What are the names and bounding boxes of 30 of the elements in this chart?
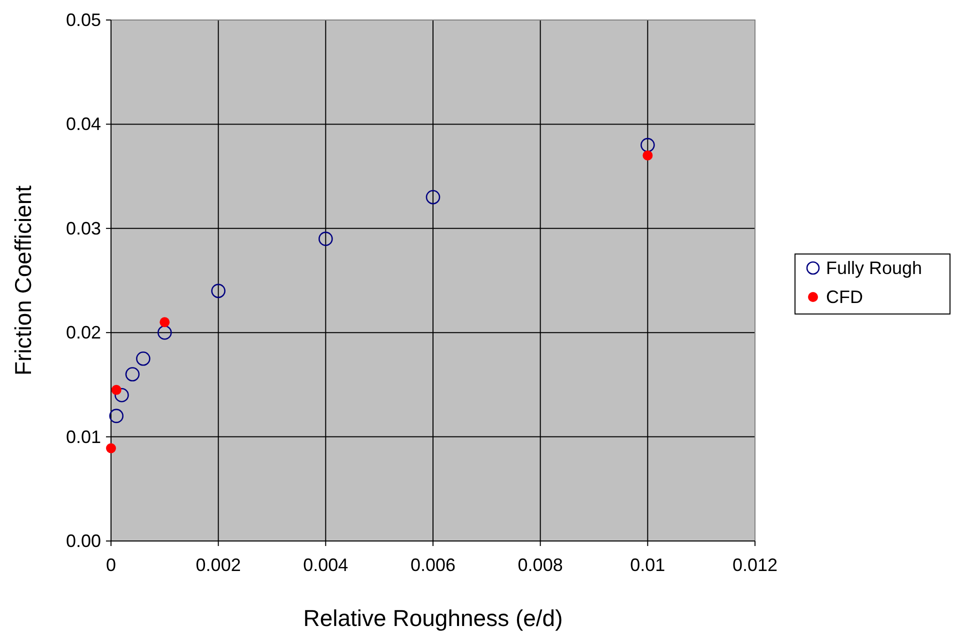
x-tick-label: 0	[106, 555, 116, 575]
legend-label: CFD	[826, 287, 863, 307]
point	[642, 150, 653, 160]
point	[426, 190, 440, 204]
point	[160, 317, 170, 328]
x-axis-title: Relative Roughness (e/d)	[303, 605, 563, 631]
x-tick-label: 0.002	[196, 555, 241, 575]
point	[111, 384, 122, 395]
point	[125, 367, 140, 382]
y-tick-label: 0.05	[66, 10, 101, 30]
y-tick-label: 0.02	[66, 322, 101, 343]
legend-label: Fully Rough	[826, 258, 922, 278]
x-tick-label: 0.008	[518, 555, 563, 575]
y-axis-title: Friction Coefficient	[10, 184, 36, 376]
point	[640, 138, 655, 152]
point	[318, 232, 333, 246]
x-tick-label: 0.012	[732, 555, 778, 575]
y-tick-label: 0.00	[66, 531, 101, 551]
point	[211, 284, 226, 298]
point	[114, 388, 129, 402]
point	[109, 408, 124, 424]
x-tick-label: 0.004	[303, 555, 348, 575]
y-tick-label: 0.04	[66, 114, 101, 134]
x-tick-label: 0.01	[630, 555, 666, 575]
point	[136, 352, 150, 366]
y-tick-label: 0.01	[66, 426, 101, 447]
x-tick-label: 0.006	[410, 555, 456, 575]
y-tick-label: 0.03	[66, 218, 101, 238]
point	[158, 325, 172, 340]
point	[106, 443, 116, 454]
